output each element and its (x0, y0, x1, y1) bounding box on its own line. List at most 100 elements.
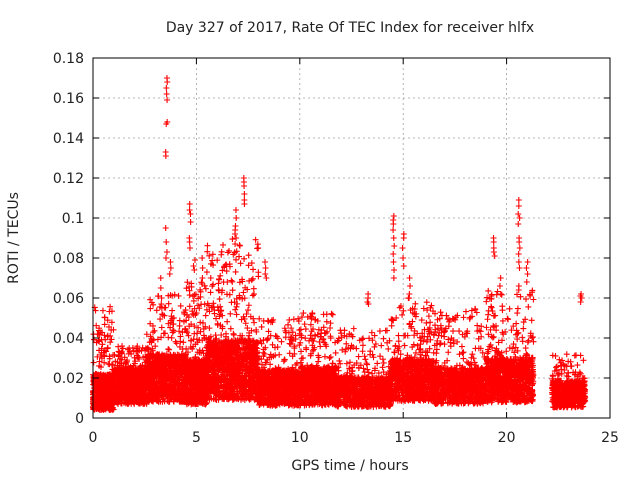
data-point (105, 388, 112, 395)
data-point (134, 343, 141, 350)
data-point (101, 321, 108, 328)
data-point (207, 275, 214, 282)
data-point (119, 343, 126, 350)
data-point (111, 388, 118, 395)
data-point (165, 346, 172, 353)
data-point (90, 385, 97, 392)
data-point (158, 324, 165, 331)
data-point (227, 325, 234, 332)
data-point (251, 291, 258, 298)
data-point (118, 350, 125, 357)
data-point (132, 358, 139, 365)
data-point (139, 362, 146, 369)
data-point (101, 353, 108, 360)
data-point (108, 319, 115, 326)
data-point (126, 348, 133, 355)
data-point (228, 277, 235, 284)
data-point (135, 354, 142, 361)
data-point (97, 371, 104, 378)
data-point (103, 378, 110, 385)
data-point (126, 345, 133, 352)
data-point (165, 300, 172, 307)
data-point (232, 306, 239, 313)
data-point (203, 269, 210, 276)
data-point (107, 339, 114, 346)
data-point (102, 383, 109, 390)
data-point (105, 402, 112, 409)
data-point (128, 379, 135, 386)
data-point (106, 353, 113, 360)
data-point (95, 337, 102, 344)
data-point (153, 307, 160, 314)
data-point (108, 336, 115, 343)
data-point (105, 323, 112, 330)
data-point (95, 402, 102, 409)
data-point (102, 390, 109, 397)
data-point (245, 302, 252, 309)
data-point (245, 252, 252, 259)
data-point (176, 322, 183, 329)
data-point (176, 328, 183, 335)
data-point (115, 343, 122, 350)
data-point (245, 307, 252, 314)
data-point (249, 292, 256, 299)
data-point (124, 368, 131, 375)
data-point (214, 320, 221, 327)
data-point (101, 359, 108, 366)
data-point (207, 289, 214, 296)
data-point (101, 314, 108, 321)
data-point (121, 395, 128, 402)
data-point (230, 331, 237, 338)
data-point (220, 241, 227, 248)
data-point (93, 393, 100, 400)
data-point (111, 384, 118, 391)
data-point (160, 330, 167, 337)
data-point (117, 371, 124, 378)
data-point (226, 247, 233, 254)
data-point (110, 406, 117, 413)
data-point (122, 360, 129, 367)
data-point (91, 379, 98, 386)
data-point (97, 351, 104, 358)
data-point (218, 251, 225, 258)
data-point (119, 385, 126, 392)
data-point (108, 327, 115, 334)
data-point (130, 388, 137, 395)
data-point (114, 399, 121, 406)
data-point (139, 344, 146, 351)
data-point (151, 327, 158, 334)
data-point (232, 268, 239, 275)
data-point (96, 387, 103, 394)
grid-lines (93, 58, 610, 418)
data-point (202, 285, 209, 292)
data-point (169, 307, 176, 314)
data-point (104, 332, 111, 339)
data-point (98, 364, 105, 371)
data-point (180, 339, 187, 346)
data-point (96, 325, 103, 332)
data-point (286, 316, 293, 323)
data-point (227, 310, 234, 317)
data-point (104, 317, 111, 324)
data-point (99, 307, 106, 314)
data-point (217, 272, 224, 279)
data-point (255, 269, 262, 276)
data-point (118, 371, 125, 378)
data-point (119, 366, 126, 373)
data-point (98, 406, 105, 413)
data-point (90, 359, 97, 366)
data-point (250, 285, 257, 292)
data-point (250, 266, 257, 273)
data-point (168, 334, 175, 341)
data-point (228, 299, 235, 306)
data-point (189, 310, 196, 317)
data-point (103, 398, 110, 405)
data-point (251, 319, 258, 326)
data-point (130, 347, 137, 354)
data-point (233, 311, 240, 318)
data-point (104, 344, 111, 351)
data-point (216, 296, 223, 303)
data-point (147, 305, 154, 312)
data-point (95, 388, 102, 395)
